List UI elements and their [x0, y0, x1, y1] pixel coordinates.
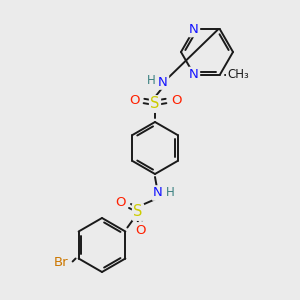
Text: S: S: [150, 97, 160, 112]
Text: O: O: [135, 224, 145, 236]
Text: H: H: [166, 187, 174, 200]
Text: H: H: [147, 74, 155, 86]
Text: N: N: [153, 187, 163, 200]
Text: O: O: [115, 196, 125, 208]
Text: N: N: [158, 76, 168, 88]
Text: O: O: [129, 94, 139, 107]
Text: N: N: [189, 68, 199, 81]
Text: Br: Br: [53, 256, 68, 269]
Text: N: N: [189, 23, 199, 36]
Text: O: O: [171, 94, 181, 107]
Text: CH₃: CH₃: [227, 68, 249, 81]
Text: S: S: [133, 205, 143, 220]
